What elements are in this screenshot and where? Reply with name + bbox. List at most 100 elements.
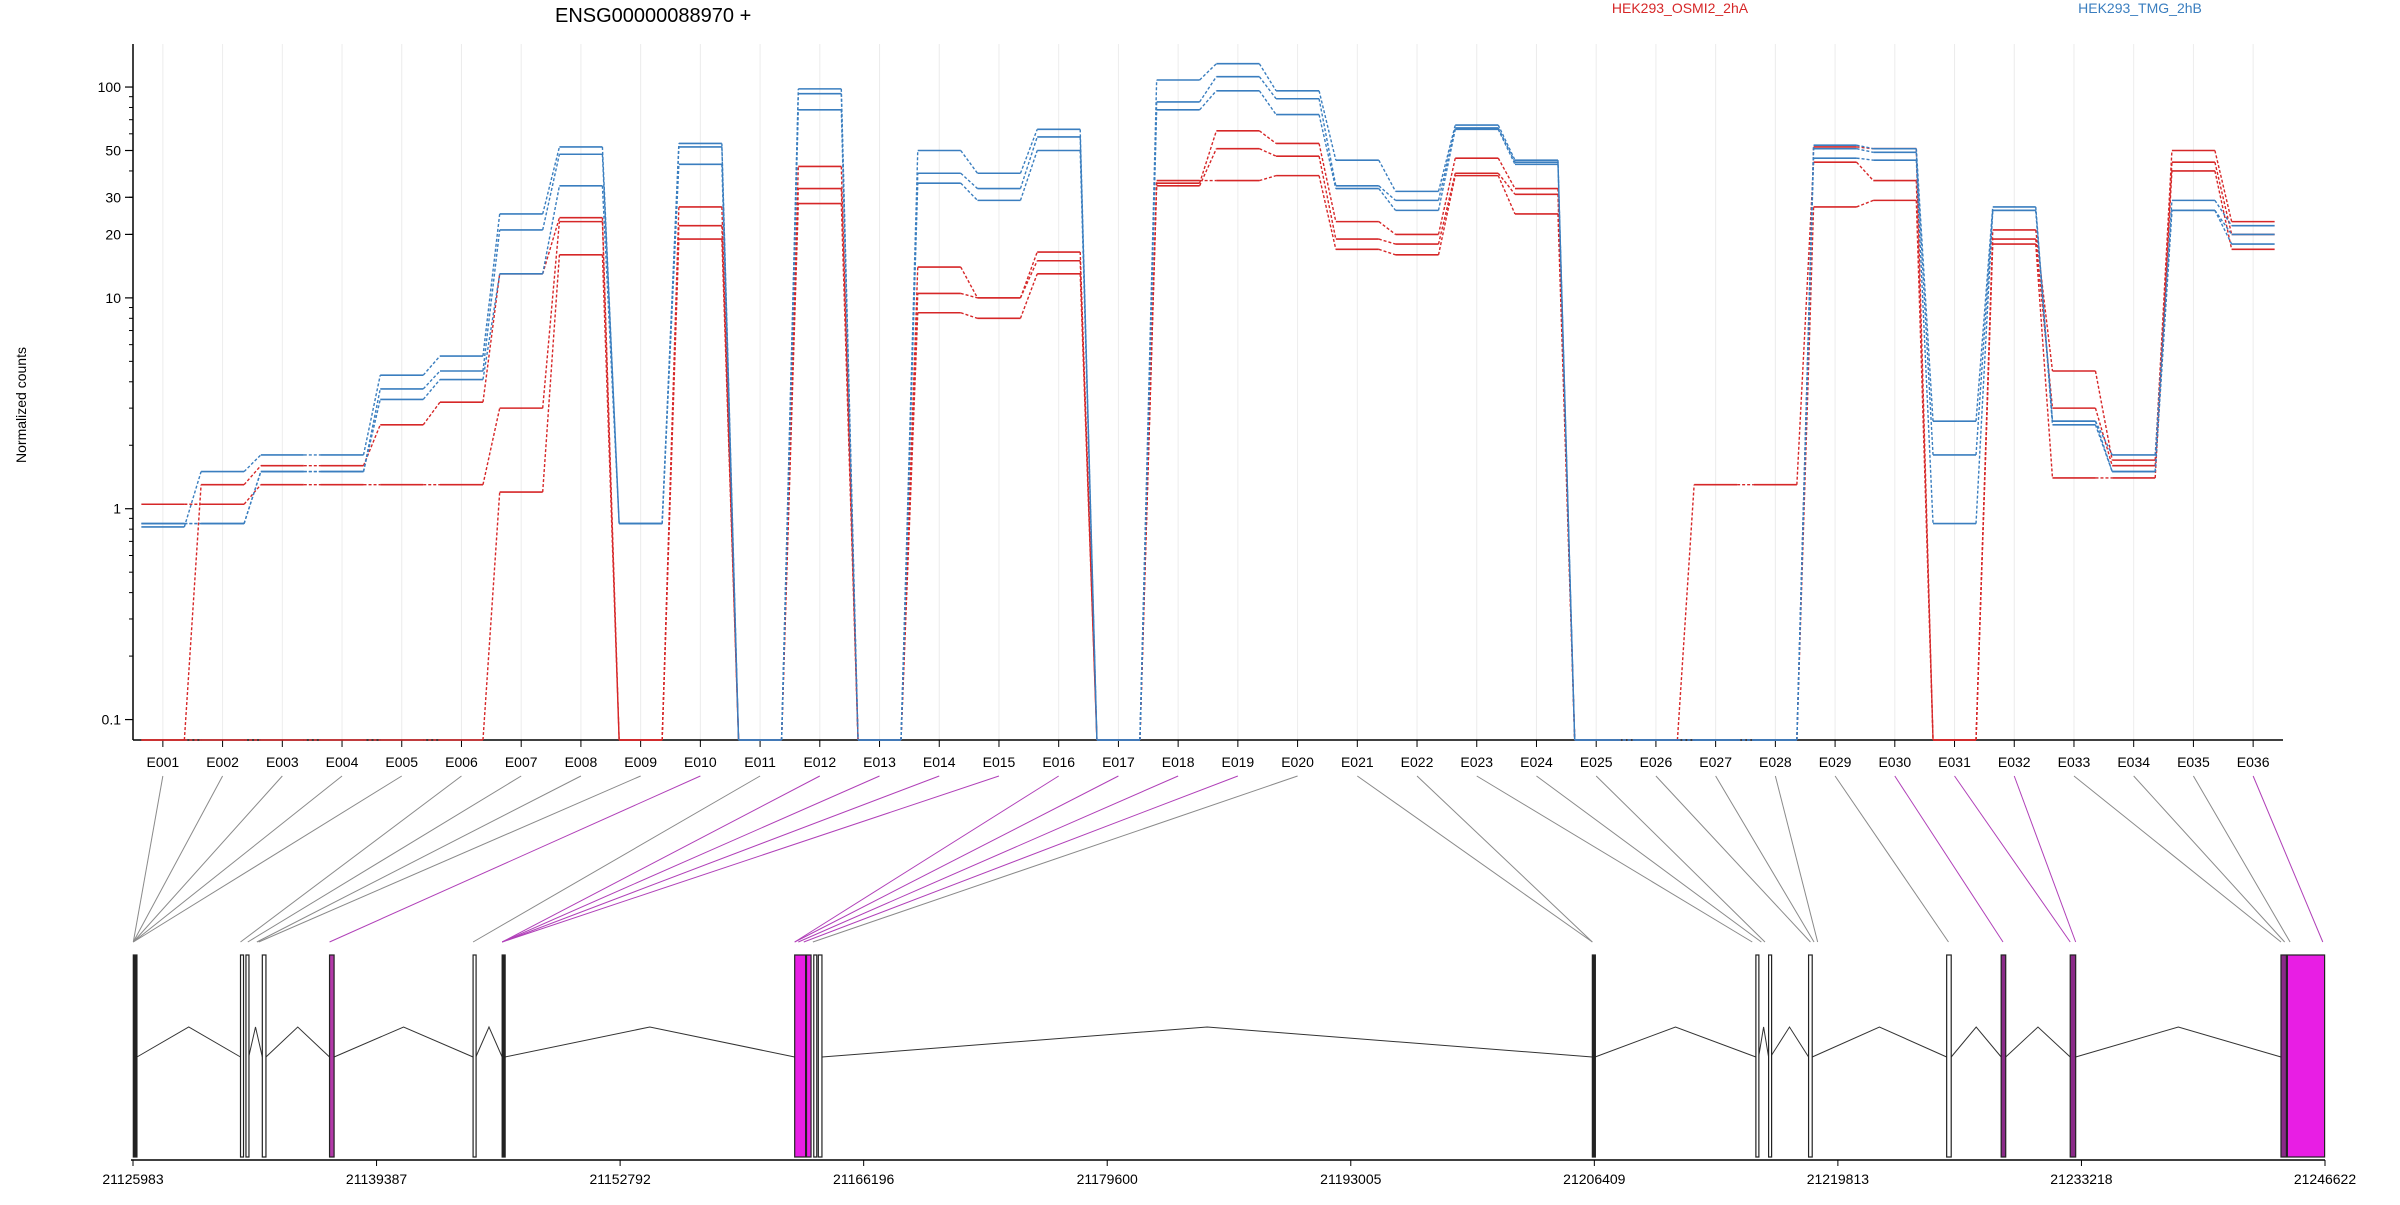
- gene-axis-label: 21125983: [102, 1171, 163, 1187]
- series-connector: [541, 254, 561, 493]
- bin-connector-E003: [132, 775, 283, 943]
- bin-connector-E009: [258, 775, 641, 943]
- intron: [1812, 1026, 1947, 1058]
- intron: [1769, 1026, 1809, 1058]
- x-tick-label-E009: E009: [624, 754, 657, 770]
- exon: [1755, 954, 1760, 1158]
- exon: [2069, 954, 2077, 1158]
- legend-label-osmi2: HEK293_OSMI2_2hA: [1612, 0, 1749, 16]
- exon: [261, 954, 267, 1158]
- bin-connector-E015: [501, 775, 1000, 943]
- y-tick-label: 30: [105, 189, 121, 205]
- y-tick-label: 50: [105, 143, 121, 159]
- x-tick-label-E008: E008: [565, 754, 598, 770]
- series-connector: [1915, 148, 1934, 422]
- series-connector: [482, 407, 501, 485]
- series-connector: [243, 484, 262, 505]
- x-tick-label-E005: E005: [385, 754, 418, 770]
- series-connector: [721, 206, 740, 741]
- series-connector: [1019, 273, 1038, 319]
- series-connector: [1318, 175, 1337, 250]
- x-tick-label-E019: E019: [1222, 754, 1255, 770]
- exon: [817, 954, 823, 1158]
- gene-axis-label: 21139387: [346, 1171, 407, 1187]
- series-connector: [1378, 221, 1396, 235]
- series-connector: [1796, 145, 1815, 741]
- series-connector: [1796, 206, 1815, 741]
- x-tick-label-E018: E018: [1162, 754, 1195, 770]
- series-connector: [482, 229, 501, 372]
- gene-axis-label: 21246622: [2294, 1171, 2357, 1187]
- series-connector: [1318, 98, 1337, 186]
- bin-connector-E011: [472, 775, 761, 943]
- chart-title: ENSG00000088970 +: [555, 5, 751, 27]
- exon: [2286, 954, 2326, 1158]
- series-connector: [1019, 251, 1038, 299]
- bin-connector-E030: [1894, 775, 2004, 943]
- series-connector: [840, 166, 859, 741]
- series-connector: [542, 154, 561, 231]
- bin-connector-E010: [329, 775, 701, 943]
- series-connector: [1019, 136, 1038, 189]
- gene-axis-label: 21219813: [1807, 1171, 1870, 1187]
- x-tick-label-E017: E017: [1102, 754, 1135, 770]
- series-connector: [482, 213, 501, 357]
- series-connector: [1975, 210, 1994, 455]
- intron: [2075, 1026, 2282, 1058]
- series-connector: [1318, 114, 1337, 189]
- x-tick-label-E030: E030: [1878, 754, 1911, 770]
- series-connector: [1079, 129, 1098, 741]
- series-HEK293_TMG_2hB-5: [141, 62, 2275, 741]
- y-axis-label: Normalized counts: [13, 347, 29, 463]
- series-connector: [2094, 421, 2113, 472]
- bin-connector-E032: [2013, 775, 2077, 943]
- series-connector: [1437, 175, 1456, 255]
- exon: [805, 954, 812, 1158]
- series-connector: [2035, 229, 2054, 372]
- series-connector: [1856, 157, 1874, 161]
- x-tick-label-E023: E023: [1460, 754, 1493, 770]
- x-tick-label-E024: E024: [1520, 754, 1553, 770]
- intron: [1594, 1026, 1757, 1058]
- series-connector: [1796, 162, 1815, 485]
- series-connector: [721, 143, 740, 741]
- bin-connector-E021: [1357, 775, 1593, 943]
- series-connector: [1497, 127, 1516, 163]
- series-connector: [1856, 199, 1874, 208]
- x-tick-label-E029: E029: [1819, 754, 1852, 770]
- y-tick-label: 0.1: [102, 712, 122, 728]
- series-connector: [960, 292, 978, 299]
- series-connector: [1378, 159, 1397, 192]
- gene-axis-label: 21166196: [833, 1171, 894, 1187]
- x-tick-label-E034: E034: [2117, 754, 2150, 770]
- bin-connector-E031: [1954, 775, 2071, 943]
- intron: [265, 1026, 330, 1058]
- intron: [1758, 1026, 1770, 1058]
- series-connector: [601, 146, 620, 524]
- x-tick-label-E036: E036: [2237, 754, 2270, 770]
- bin-connector-E017: [794, 775, 1119, 943]
- series-connector: [243, 454, 262, 473]
- x-tick-labels: E001 E002 E003 E004 E005 E006 E007 E008 E009 E010…: [147, 754, 2270, 770]
- series-connector: [482, 491, 501, 741]
- x-tick-label-E028: E028: [1759, 754, 1792, 770]
- bin-connector-E012: [501, 775, 821, 943]
- legend-label-tmg: HEK293_TMG_2hB: [2078, 0, 2202, 16]
- y-tick-label: 10: [105, 290, 121, 306]
- intron: [248, 1026, 263, 1058]
- bin-connector-E027: [1715, 775, 1815, 943]
- grid-layer: [162, 44, 2254, 740]
- series-connector: [1378, 188, 1397, 211]
- x-tick-label-E010: E010: [684, 754, 717, 770]
- series-connector: [1497, 172, 1516, 195]
- series-connector: [840, 88, 859, 741]
- exon: [1807, 954, 1813, 1158]
- series-connector: [542, 185, 561, 274]
- series-connector: [1318, 90, 1337, 161]
- axes: 0.1 1 10 20 30 50 100: [98, 44, 2283, 747]
- bin-connector-E004: [132, 775, 343, 943]
- series-connector: [362, 388, 381, 472]
- series-connector: [960, 182, 978, 201]
